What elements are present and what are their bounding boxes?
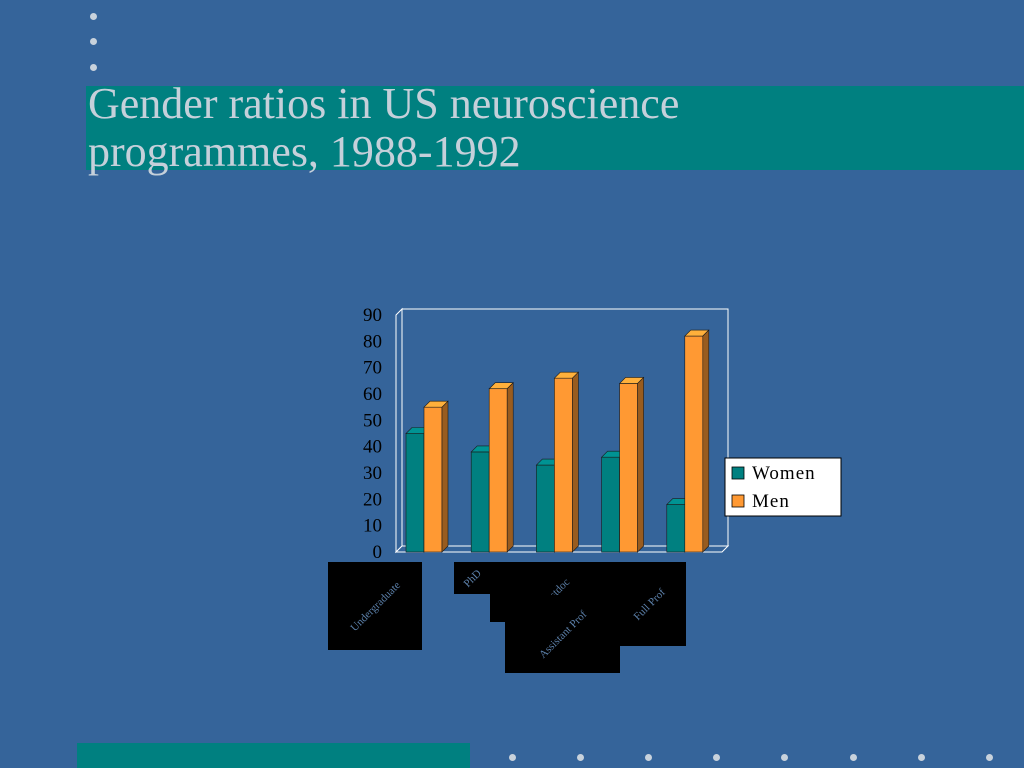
title-accent-band: [86, 86, 1024, 170]
bullet-dot: [90, 64, 97, 71]
bullet-dot: [850, 754, 857, 761]
bar-side-men: [637, 376, 644, 553]
bullet-dot: [918, 754, 925, 761]
y-tick-label: 60: [363, 384, 382, 405]
bar-women: [536, 464, 555, 553]
y-tick-label: 40: [363, 437, 382, 458]
bullet-dot: [713, 754, 720, 761]
y-tick-label: 70: [363, 358, 382, 379]
bar-side-men: [572, 371, 579, 553]
slide-title-line-2: programmes, 1988-1992: [88, 127, 521, 176]
y-tick-label: 20: [363, 489, 382, 510]
y-tick-label: 50: [363, 410, 382, 431]
y-tick-label: 90: [363, 305, 382, 326]
bullet-dot: [577, 754, 584, 761]
category-label-box: [454, 562, 490, 594]
slide-title: Gender ratios in US neuroscience program…: [88, 80, 968, 176]
bullet-dot: [90, 13, 97, 20]
bar-side-men: [506, 382, 514, 553]
bar-men: [488, 388, 508, 553]
category-label-box: [612, 562, 686, 646]
plot-side-wall: [395, 307, 403, 554]
bullet-dot: [986, 754, 993, 761]
y-tick-label: 80: [363, 331, 382, 352]
legend-swatch-men: [731, 494, 745, 508]
bullet-dot: [645, 754, 652, 761]
bar-men: [423, 406, 443, 553]
y-tick-label: 0: [373, 542, 383, 563]
bullet-dot: [90, 38, 97, 45]
bar-side-men: [441, 400, 449, 553]
slide-title-line-1: Gender ratios in US neuroscience: [88, 79, 680, 128]
bar-women: [470, 451, 490, 553]
bar-men: [684, 335, 704, 553]
bar-men: [554, 377, 573, 553]
footer-accent-band: [77, 743, 470, 768]
legend-label-men: Men: [752, 491, 790, 512]
legend-swatch-women: [731, 466, 745, 480]
bar-men: [619, 383, 638, 553]
legend-label-women: Women: [752, 463, 816, 484]
bar-women: [601, 456, 620, 553]
bar-side-men: [702, 329, 710, 553]
category-label-box: [328, 562, 422, 650]
bar-women: [666, 504, 686, 553]
bullet-dot: [781, 754, 788, 761]
y-tick-label: 30: [363, 463, 382, 484]
category-label-box: [505, 595, 620, 673]
bar-women: [405, 433, 425, 553]
y-tick-label: 10: [363, 516, 382, 537]
bullet-dot: [509, 754, 516, 761]
